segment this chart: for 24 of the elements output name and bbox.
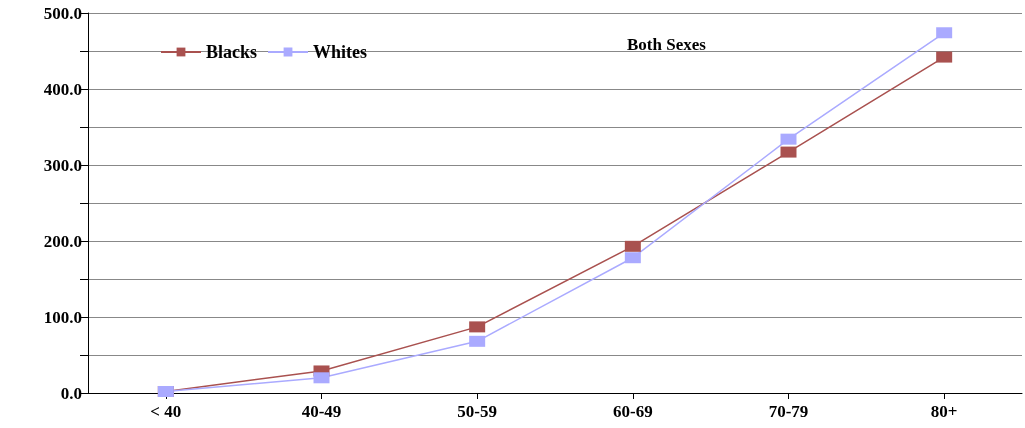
point	[624, 252, 641, 264]
x-tick-label: 70-79	[768, 402, 809, 421]
point	[936, 51, 953, 63]
point	[469, 321, 486, 333]
y-tick-label: 300.0	[43, 155, 82, 175]
legend-label: Whites	[313, 42, 368, 62]
y-tick-label: 500.0	[43, 3, 82, 23]
y-tick-label: 200.0	[43, 231, 82, 251]
x-tick-label: 80+	[930, 402, 958, 421]
point	[313, 372, 330, 384]
point	[780, 133, 797, 145]
y-tick-label: 100.0	[43, 307, 82, 327]
point	[780, 146, 797, 158]
x-tick-label: < 40	[150, 402, 182, 421]
y-tick-label: 400.0	[43, 79, 82, 99]
x-tick-label: 40-49	[301, 402, 342, 421]
point	[624, 240, 641, 252]
x-tick-label: 50-59	[457, 402, 497, 421]
legend-label: Blacks	[206, 42, 258, 62]
y-tick-label: 0.0	[60, 383, 82, 403]
point	[936, 27, 953, 39]
point	[469, 335, 486, 347]
x-tick-label: 60-69	[613, 402, 653, 421]
annotation: Both Sexes	[627, 35, 707, 54]
